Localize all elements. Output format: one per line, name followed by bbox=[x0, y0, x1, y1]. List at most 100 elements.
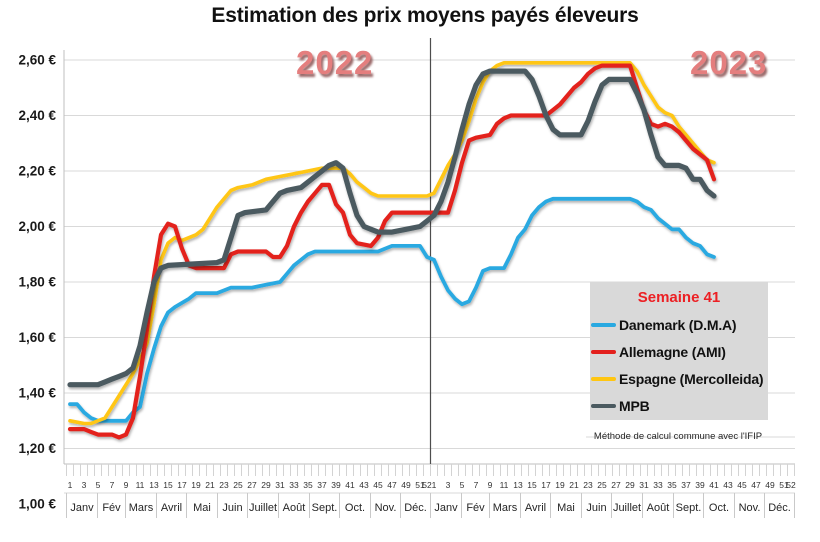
y-axis-label: 1,20 € bbox=[18, 441, 56, 456]
y-axis-label: 2,40 € bbox=[18, 108, 56, 123]
week-label: 23 bbox=[219, 480, 229, 490]
week-label: 41 bbox=[709, 480, 719, 490]
week-label: 13 bbox=[149, 480, 159, 490]
week-label: 39 bbox=[331, 480, 341, 490]
month-label: Mai bbox=[557, 502, 575, 514]
week-label: 41 bbox=[345, 480, 355, 490]
week-label: 9 bbox=[124, 480, 129, 490]
series-line-mpb bbox=[67, 68, 717, 388]
week-label: 35 bbox=[667, 480, 677, 490]
week-label: 31 bbox=[275, 480, 285, 490]
week-label: 27 bbox=[611, 480, 621, 490]
week-label: 3 bbox=[446, 480, 451, 490]
legend-label: Allemagne (AMI) bbox=[619, 343, 726, 360]
month-label: Avril bbox=[525, 502, 546, 514]
week-label: 23 bbox=[583, 480, 593, 490]
year-label-2023: 2023 bbox=[690, 44, 768, 81]
week-label: 11 bbox=[500, 480, 509, 490]
week-label: 49 bbox=[765, 480, 775, 490]
week-label: 15 bbox=[527, 480, 537, 490]
week-label: 51 bbox=[415, 480, 425, 490]
week-label: 19 bbox=[191, 480, 201, 490]
week-label: 35 bbox=[303, 480, 313, 490]
week-label: 19 bbox=[555, 480, 565, 490]
week-label: 47 bbox=[387, 480, 397, 490]
year-label-2022: 2022 bbox=[296, 44, 374, 81]
month-label: Janv bbox=[434, 502, 458, 514]
legend-box: Semaine 41 Danemark (D.M.A) Allemagne (A… bbox=[590, 282, 768, 420]
series-line-danemark-d-m-a bbox=[68, 196, 716, 423]
month-label: Oct. bbox=[345, 502, 365, 514]
week-label: 17 bbox=[177, 480, 187, 490]
week-label: 43 bbox=[359, 480, 369, 490]
month-label: Déc. bbox=[768, 502, 791, 514]
week-label: 7 bbox=[474, 480, 479, 490]
month-label: Août bbox=[283, 502, 306, 514]
week-label: 27 bbox=[247, 480, 257, 490]
week-label: 29 bbox=[261, 480, 271, 490]
month-label: Fév bbox=[466, 502, 485, 514]
month-label: Sept. bbox=[676, 502, 702, 514]
week-label: 49 bbox=[401, 480, 411, 490]
month-label: Déc. bbox=[404, 502, 427, 514]
legend-label: Danemark (D.M.A) bbox=[619, 316, 737, 333]
month-label: Juin bbox=[222, 502, 242, 514]
week-label: 43 bbox=[723, 480, 733, 490]
month-label: Mars bbox=[129, 502, 154, 514]
week-label: 17 bbox=[541, 480, 551, 490]
month-label: Sept. bbox=[312, 502, 338, 514]
y-axis-label: 2,00 € bbox=[18, 219, 56, 234]
week-label: 45 bbox=[373, 480, 383, 490]
week-label: 7 bbox=[110, 480, 115, 490]
legend-item-espagne: Espagne (Mercolleida) bbox=[590, 365, 768, 392]
danemark-line-swatch bbox=[591, 322, 616, 327]
series-line-allemagne-ami bbox=[67, 63, 717, 440]
month-label: Mars bbox=[493, 502, 518, 514]
legend-item-allemagne: Allemagne (AMI) bbox=[590, 338, 768, 365]
legend-header-week: Semaine 41 bbox=[637, 289, 721, 306]
week-label: 37 bbox=[317, 480, 327, 490]
month-label: Oct. bbox=[709, 502, 729, 514]
week-label: 15 bbox=[163, 480, 173, 490]
week-label: 47 bbox=[751, 480, 761, 490]
month-label: Fév bbox=[102, 502, 121, 514]
y-axis-label: 1,60 € bbox=[18, 330, 56, 345]
month-label: Janv bbox=[70, 502, 94, 514]
week-label: 9 bbox=[488, 480, 493, 490]
week-label: 3 bbox=[82, 480, 87, 490]
month-label: Juillet bbox=[613, 502, 641, 514]
footnote-method: Méthode de calcul commune avec l'IFIP bbox=[593, 431, 763, 442]
week-label: 1 bbox=[432, 480, 437, 490]
allemagne-line-swatch bbox=[591, 349, 616, 354]
y-axis-label: 2,60 € bbox=[18, 53, 56, 68]
month-label: Avril bbox=[161, 502, 182, 514]
series-line-espagne-mercolleida bbox=[68, 60, 716, 426]
month-label: Nov. bbox=[739, 502, 761, 514]
week-label: 51 bbox=[779, 480, 789, 490]
month-label: Nov. bbox=[375, 502, 397, 514]
week-label: 33 bbox=[653, 480, 663, 490]
week-label: 5 bbox=[460, 480, 465, 490]
month-label: Août bbox=[647, 502, 670, 514]
week-label: 21 bbox=[569, 480, 579, 490]
month-label: Juillet bbox=[249, 502, 277, 514]
week-label: 52 bbox=[786, 480, 796, 490]
week-label: 52 bbox=[422, 480, 432, 490]
week-label: 5 bbox=[96, 480, 101, 490]
y-axis-label: 2,20 € bbox=[18, 164, 56, 179]
week-label: 13 bbox=[513, 480, 523, 490]
legend-label: MPB bbox=[619, 397, 650, 414]
week-label: 31 bbox=[639, 480, 649, 490]
y-axis-label: 1,00 € bbox=[18, 497, 56, 512]
week-label: 25 bbox=[597, 480, 607, 490]
y-axis-label: 1,80 € bbox=[18, 275, 56, 290]
week-label: 25 bbox=[233, 480, 243, 490]
month-label: Juin bbox=[586, 502, 606, 514]
legend-item-mpb: MPB bbox=[590, 392, 768, 419]
month-label: Mai bbox=[193, 502, 211, 514]
week-label: 39 bbox=[695, 480, 705, 490]
legend-label: Espagne (Mercolleida) bbox=[619, 370, 764, 387]
week-label: 29 bbox=[625, 480, 635, 490]
